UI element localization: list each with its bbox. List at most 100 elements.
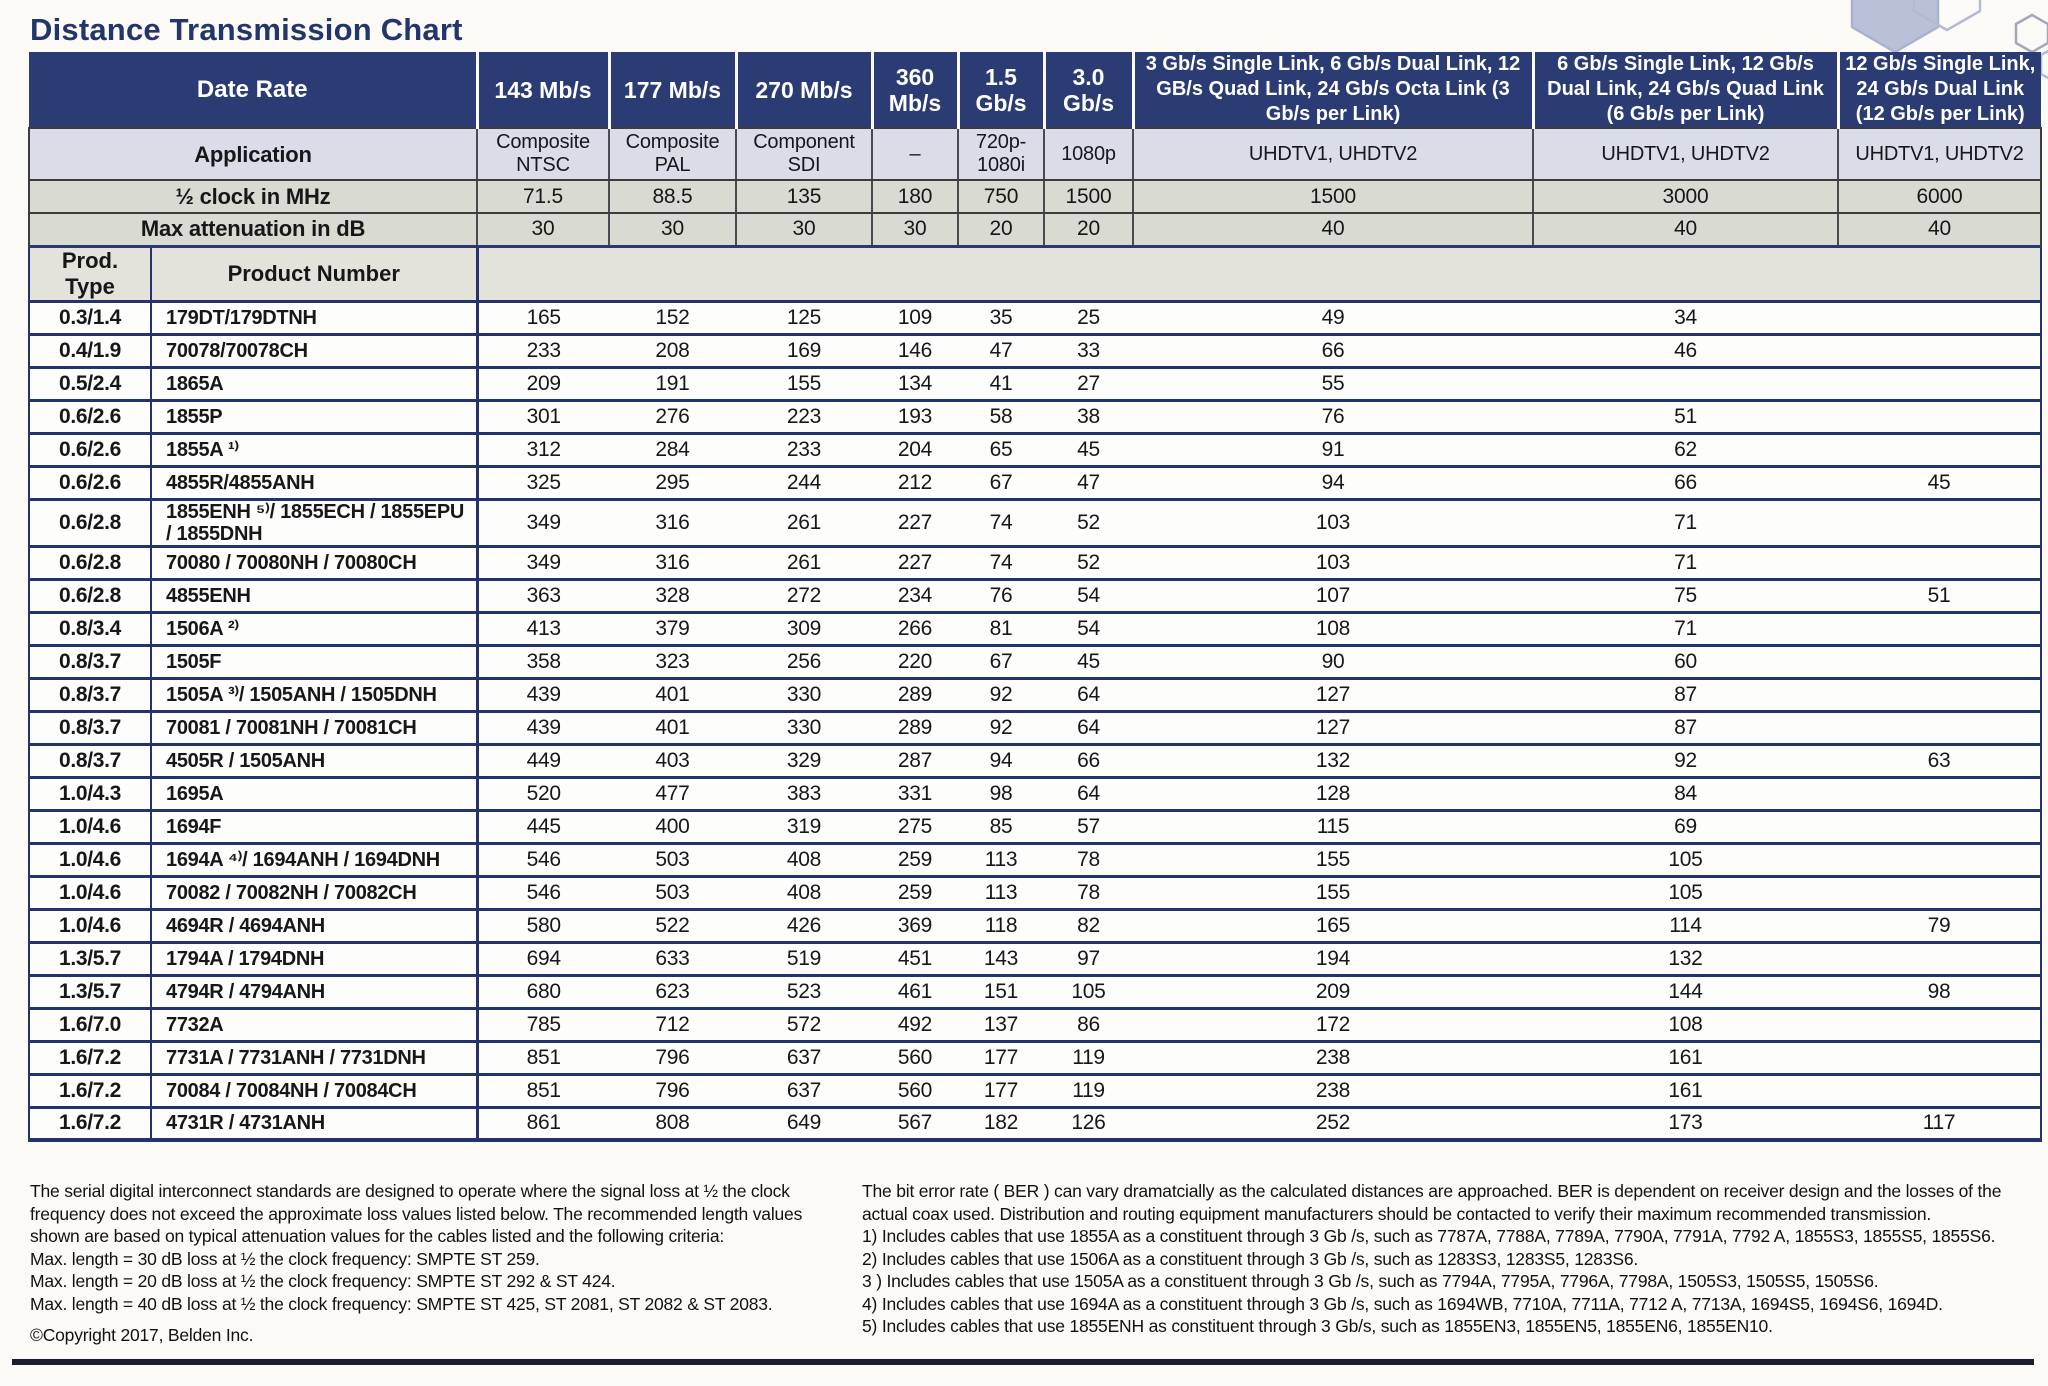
rate-header: 360 Mb/s	[870, 52, 958, 128]
distance-cell: 401	[609, 709, 736, 744]
distance-cell: 785	[477, 1006, 609, 1041]
product-number-cell: 7731A / 7731ANH / 7731DNH	[151, 1039, 479, 1074]
distance-cell: 71	[1533, 497, 1838, 546]
distance-cell: 98	[1838, 973, 2042, 1008]
distance-cell	[1838, 940, 2042, 975]
table-row: 0.6/2.8 1855ENH ⁵⁾/ 1855ECH / 1855EPU / 1…	[28, 497, 2042, 546]
distance-cell: 523	[736, 973, 872, 1008]
application-cell: Composite PAL	[608, 127, 736, 181]
distance-cell: 633	[609, 940, 736, 975]
distance-cell: 519	[736, 940, 872, 975]
table-row: 0.6/2.6 1855P 301 276 223 193 58 38 76 51	[28, 398, 2042, 433]
distance-cell: 172	[1133, 1006, 1533, 1041]
distance-cell: 55	[1133, 365, 1533, 400]
half-clock-cell: 1500	[1132, 180, 1533, 214]
distance-cell: 119	[1044, 1072, 1133, 1107]
distance-cell: 439	[477, 709, 609, 744]
distance-cell: 623	[609, 973, 736, 1008]
prod-type-cell: 0.6/2.6	[28, 398, 152, 433]
distance-cell: 173	[1533, 1105, 1838, 1142]
product-number-cell: 1694F	[151, 808, 479, 843]
product-number-cell: 4794R / 4794ANH	[151, 973, 479, 1008]
distance-cell: 51	[1838, 577, 2042, 612]
table-row: 1.0/4.3 1695A 520 477 383 331 98 64 128 84	[28, 775, 2042, 810]
distance-cell: 567	[872, 1105, 958, 1142]
distance-cell: 155	[1133, 874, 1533, 909]
distance-cell: 69	[1533, 808, 1838, 843]
distance-cell: 161	[1533, 1039, 1838, 1074]
distance-cell: 161	[1533, 1072, 1838, 1107]
product-number-cell: 1694A ⁴⁾/ 1694ANH / 1694DNH	[151, 841, 479, 876]
distance-cell: 98	[958, 775, 1044, 810]
distance-cell: 492	[872, 1006, 958, 1041]
distance-cell: 546	[477, 841, 609, 876]
distance-cell: 54	[1044, 577, 1133, 612]
table-row: 1.0/4.6 1694A ⁴⁾/ 1694ANH / 1694DNH 546 503…	[28, 841, 2042, 876]
distance-cell: 312	[477, 431, 609, 466]
prod-type-cell: 0.3/1.4	[28, 299, 152, 334]
distance-cell: 76	[1133, 398, 1533, 433]
distance-cell	[1838, 365, 2042, 400]
distance-cell: 105	[1533, 874, 1838, 909]
half-clock-cell: 6000	[1837, 180, 2042, 214]
distance-table: Date Rate 143 Mb/s 177 Mb/s 270 Mb/s 360 Mb/…	[28, 52, 2042, 1142]
product-number-cell: 1794A / 1794DNH	[151, 940, 479, 975]
distance-cell: 94	[958, 742, 1044, 777]
product-number-cell: 1506A ²⁾	[151, 610, 479, 645]
table-row: 0.8/3.7 1505F 358 323 256 220 67 45 90 60	[28, 643, 2042, 678]
distance-cell: 71	[1533, 610, 1838, 645]
table-row: 0.6/2.6 4855R/4855ANH 325 295 244 212 67 47 94 66…	[28, 464, 2042, 499]
prod-type-cell: 1.6/7.2	[28, 1039, 152, 1074]
prod-type-cell: 0.6/2.6	[28, 464, 152, 499]
distance-cell: 92	[1533, 742, 1838, 777]
table-row: 0.6/2.6 1855A ¹⁾ 312 284 233 204 65 45 91 62	[28, 431, 2042, 466]
product-number-cell: 1865A	[151, 365, 479, 400]
distance-cell	[1533, 365, 1838, 400]
distance-cell: 64	[1044, 709, 1133, 744]
prod-type-cell: 1.0/4.6	[28, 907, 152, 942]
max-attenuation-cell: 30	[735, 213, 872, 248]
rate-header: 12 Gb/s Single Link, 24 Gb/s Dual Link (…	[1836, 52, 2041, 128]
distance-cell: 861	[477, 1105, 609, 1142]
distance-cell: 103	[1133, 497, 1533, 546]
prod-type-cell: 1.6/7.0	[28, 1006, 152, 1041]
distance-cell: 107	[1133, 577, 1533, 612]
distance-cell: 694	[477, 940, 609, 975]
distance-cell: 134	[872, 365, 958, 400]
distance-cell: 284	[609, 431, 736, 466]
table-row: 1.6/7.2 70084 / 70084NH / 70084CH 851 796 63…	[28, 1072, 2042, 1107]
prod-type-cell: 0.6/2.8	[28, 544, 152, 579]
distance-cell: 349	[477, 544, 609, 579]
half-clock-row: ½ clock in MHz 71.5 88.5 135 180 750 1500 1500 3…	[28, 180, 2042, 214]
max-attenuation-cell: 30	[476, 213, 609, 248]
application-cell: 720p- 1080i	[957, 127, 1044, 181]
distance-cell: 103	[1133, 544, 1533, 579]
distance-cell: 105	[1044, 973, 1133, 1008]
table-row: 0.4/1.9 70078/70078CH 233 208 169 146 47 33 66 46	[28, 332, 2042, 367]
rate-header: 1.5 Gb/s	[956, 52, 1044, 128]
distance-cell: 426	[736, 907, 872, 942]
distance-cell: 85	[958, 808, 1044, 843]
rate-header: 143 Mb/s	[475, 52, 609, 128]
application-cell: Composite NTSC	[476, 127, 609, 181]
distance-cell: 329	[736, 742, 872, 777]
distance-cell: 108	[1133, 610, 1533, 645]
distance-cell: 261	[736, 544, 872, 579]
distance-cell: 194	[1133, 940, 1533, 975]
distance-cell: 58	[958, 398, 1044, 433]
product-number-cell: 4855ENH	[151, 577, 479, 612]
distance-cell: 637	[736, 1039, 872, 1074]
criteria-line: Max. length = 40 dB loss at ½ the clock …	[30, 1293, 773, 1314]
product-number-cell: 4505R / 1505ANH	[151, 742, 479, 777]
copyright: ©Copyright 2017, Belden Inc.	[30, 1325, 254, 1345]
distance-cell: 379	[609, 610, 736, 645]
distance-cell: 503	[609, 841, 736, 876]
distance-cell: 220	[872, 643, 958, 678]
distance-cell: 680	[477, 973, 609, 1008]
table-row: 0.8/3.7 4505R / 1505ANH 449 403 329 287 94 66 13…	[28, 742, 2042, 777]
distance-cell: 165	[477, 299, 609, 334]
distance-cell: 74	[958, 497, 1044, 546]
prod-type-cell: 1.0/4.6	[28, 874, 152, 909]
distance-cell: 51	[1533, 398, 1838, 433]
distance-cell: 227	[872, 497, 958, 546]
